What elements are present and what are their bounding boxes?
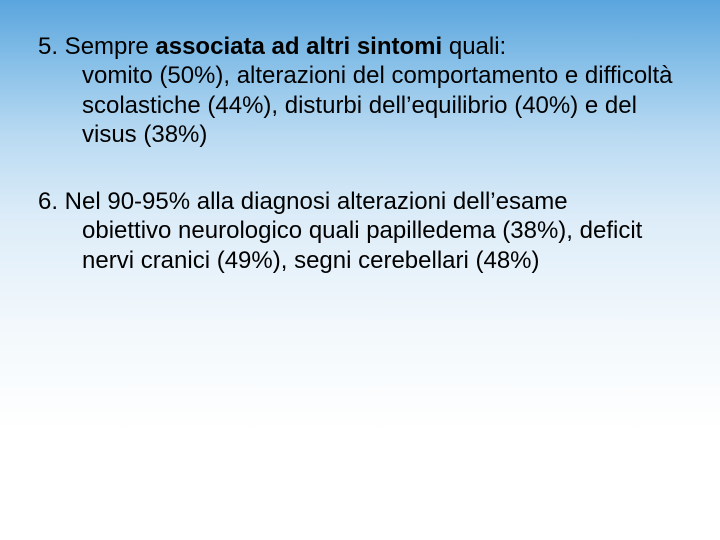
item-lead-plain: Nel 90-95% alla diagnosi alterazioni del…	[58, 188, 568, 215]
item-number: 6.	[38, 188, 58, 215]
item-body: obiettivo neurologico quali papilledema …	[38, 216, 682, 275]
item-body: vomito (50%), alterazioni del comportame…	[38, 61, 682, 149]
item-lead-plain: Sempre	[58, 33, 155, 60]
slide: 5. Sempre associata ad altri sintomi qua…	[0, 0, 720, 540]
list-item-5: 5. Sempre associata ad altri sintomi qua…	[38, 32, 682, 149]
item-lead-bold: associata ad altri sintomi	[155, 33, 442, 60]
item-number: 5.	[38, 33, 58, 60]
list-item-6: 6. Nel 90-95% alla diagnosi alterazioni …	[38, 187, 682, 275]
item-lead-tail: quali:	[442, 33, 506, 60]
